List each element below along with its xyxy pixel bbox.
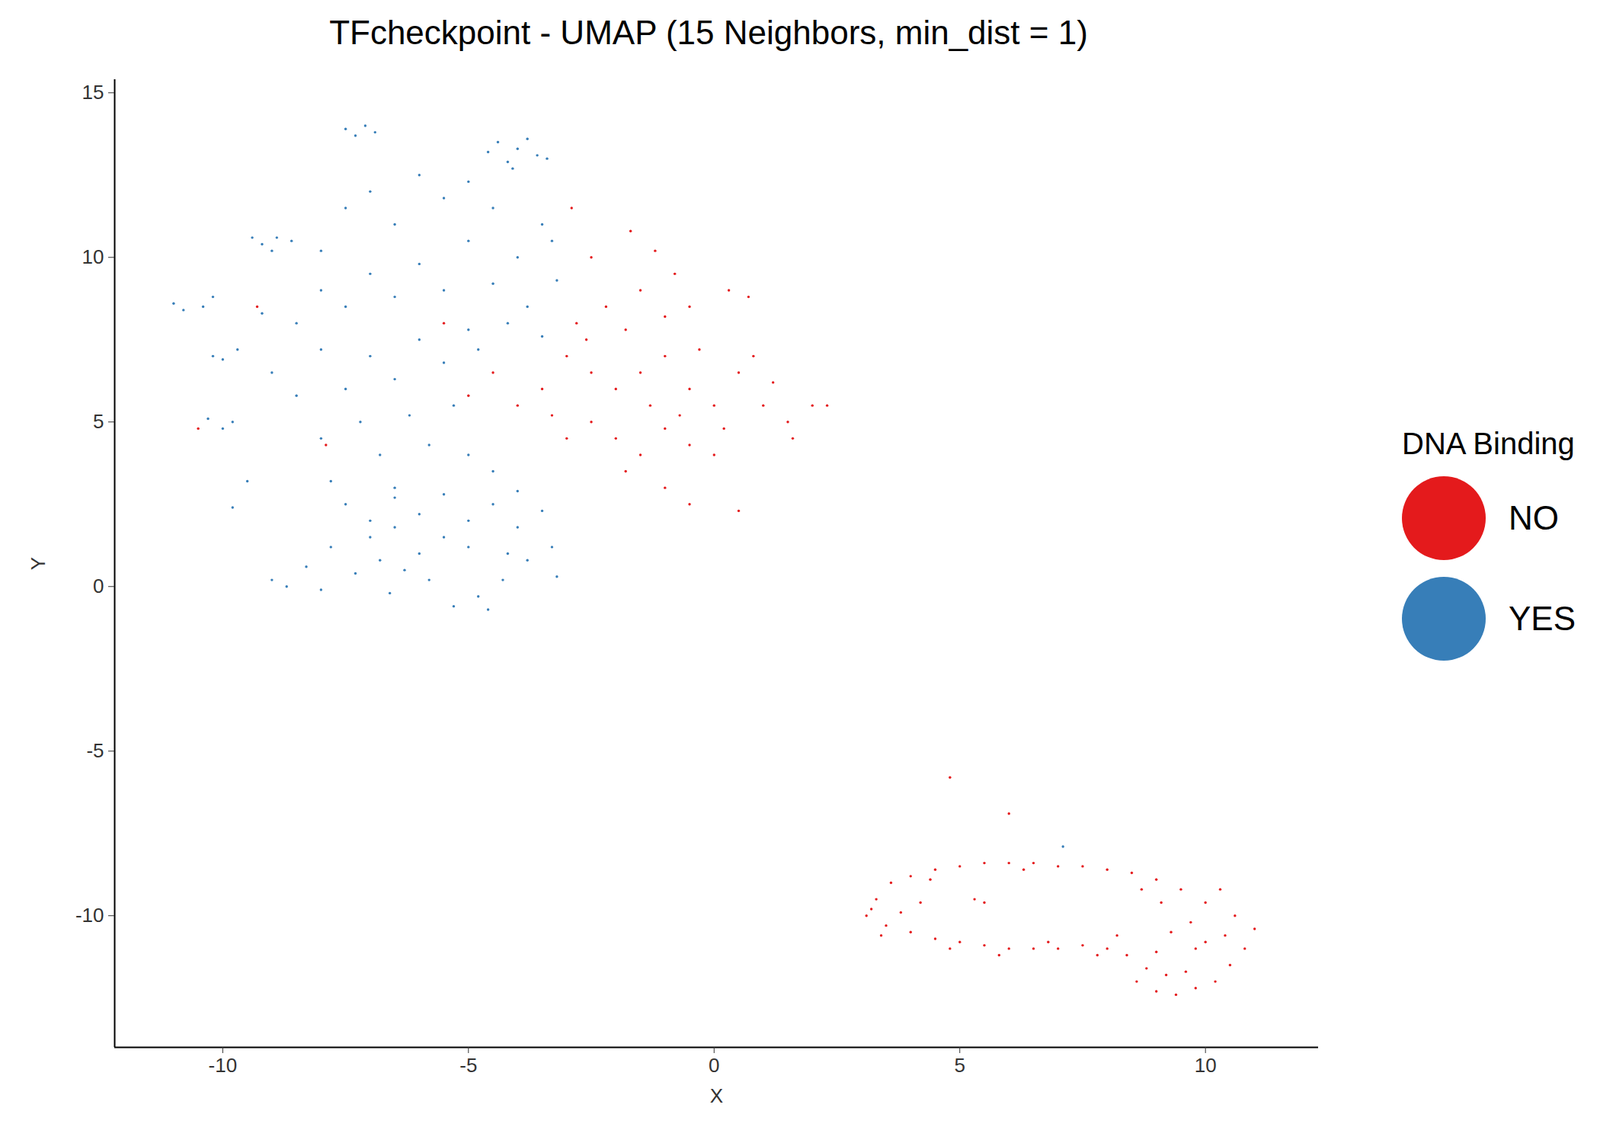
svg-text:-10: -10 <box>208 1053 238 1077</box>
svg-text:10: 10 <box>1194 1053 1217 1077</box>
svg-text:-5: -5 <box>86 739 104 762</box>
svg-text:5: 5 <box>953 1053 965 1077</box>
html-text:DNA Binding: DNA Binding <box>1401 426 1575 461</box>
svg-text:15: 15 <box>82 80 105 104</box>
html-text:TFcheckpoint - UMAP (15 Neighb: TFcheckpoint - UMAP (15 Neighbors, min_d… <box>329 13 1088 52</box>
html-text:NO: NO <box>1508 499 1559 537</box>
html-text:YES: YES <box>1508 599 1576 637</box>
svg-text:X: X <box>710 1084 724 1108</box>
svg-text:10: 10 <box>82 245 105 269</box>
svg-text:-5: -5 <box>459 1053 477 1077</box>
svg-text:0: 0 <box>708 1053 720 1077</box>
svg-text:5: 5 <box>92 409 104 433</box>
svg-text:-10: -10 <box>75 903 105 927</box>
svg-text:0: 0 <box>92 574 104 598</box>
svg-text:Y: Y <box>26 556 50 570</box>
